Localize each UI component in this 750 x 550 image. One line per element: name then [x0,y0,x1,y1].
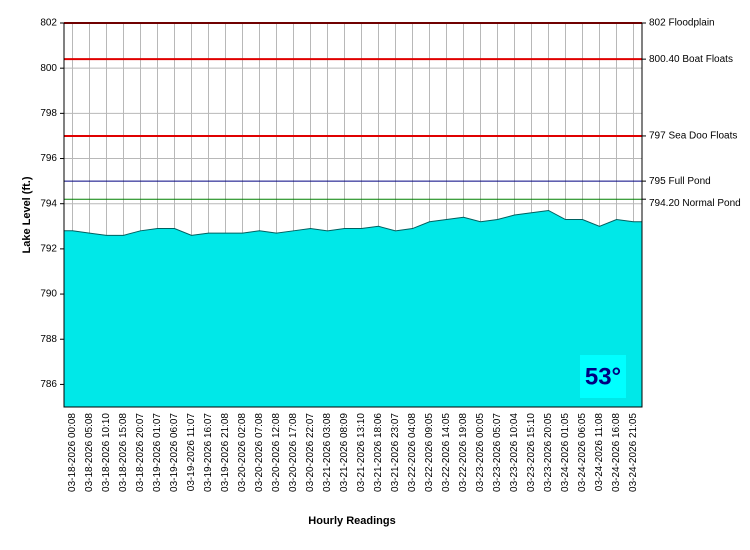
y-tick-label: 802 [40,18,57,29]
x-tick-label: 03-21-2026 18:06 [373,413,384,492]
reference-label: 800.40 Boat Floats [649,54,733,65]
x-tick-label: 03-24-2026 01:05 [560,413,571,492]
x-tick-label: 03-22-2026 19:08 [458,413,469,492]
badge-box [580,355,626,398]
x-tick-label: 03-19-2026 11:07 [186,413,197,492]
plot-frame [63,22,643,408]
x-axis-title: Hourly Readings [308,515,395,527]
x-tick-label: 03-21-2026 23:07 [390,413,401,492]
x-tick-label: 03-23-2026 20:05 [543,413,554,492]
x-tick-label: 03-18-2026 00:08 [67,413,78,492]
x-tick-label: 03-21-2026 03:08 [322,413,333,492]
x-tick-label: 03-24-2026 21:05 [628,413,639,492]
x-tick-label: 03-19-2026 16:07 [203,413,214,492]
y-tick-label: 800 [40,63,57,74]
x-tick-label: 03-20-2026 07:08 [254,413,265,492]
y-axis-title: Lake Level (ft.) [21,176,33,253]
y-tick-label: 790 [40,289,57,300]
x-tick-label: 03-23-2026 00:05 [475,413,486,492]
x-tick-label: 03-23-2026 15:10 [526,413,537,492]
reference-label: 802 Floodplain [649,18,715,29]
y-tick-label: 798 [40,108,57,119]
x-tick-label: 03-19-2026 06:07 [169,413,180,492]
y-tick-label: 786 [40,379,57,390]
x-tick-label: 03-19-2026 21:08 [220,413,231,492]
x-tick-label: 03-24-2026 06:05 [577,413,588,492]
y-tick-label: 796 [40,153,57,164]
x-tick-label: 03-23-2026 10:04 [509,413,520,492]
x-tick-label: 03-18-2026 20:07 [135,413,146,492]
y-tick-label: 794 [40,198,57,209]
reference-label: 794.20 Normal Pond [649,198,741,209]
x-tick-label: 03-19-2026 01:07 [152,413,163,492]
x-tick-label: 03-20-2026 17:08 [288,413,299,492]
x-tick-label: 03-21-2026 08:09 [339,413,350,492]
x-tick-label: 03-18-2026 10:10 [101,413,112,492]
x-tick-label: 03-22-2026 09:05 [424,413,435,492]
y-tick-label: 788 [40,334,57,345]
x-tick-label: 03-20-2026 02:08 [237,413,248,492]
x-tick-label: 03-24-2026 16:08 [611,413,622,492]
x-tick-label: 03-23-2026 05:07 [492,413,503,492]
y-tick-label: 792 [40,244,57,255]
x-tick-label: 03-22-2026 04:08 [407,413,418,492]
reference-label: 797 Sea Doo Floats [649,131,737,142]
x-tick-label: 03-24-2026 11:08 [594,413,605,492]
x-tick-label: 03-18-2026 15:08 [118,413,129,492]
x-tick-label: 03-21-2026 13:10 [356,413,367,492]
area [63,209,643,408]
x-tick-label: 03-22-2026 14:05 [441,413,452,492]
reference-label: 795 Full Pond [649,176,711,187]
x-tick-label: 03-20-2026 12:08 [271,413,282,492]
x-tick-label: 03-18-2026 05:08 [84,413,95,492]
x-tick-label: 03-20-2026 22:07 [305,413,316,492]
badge: 53° [585,363,621,390]
